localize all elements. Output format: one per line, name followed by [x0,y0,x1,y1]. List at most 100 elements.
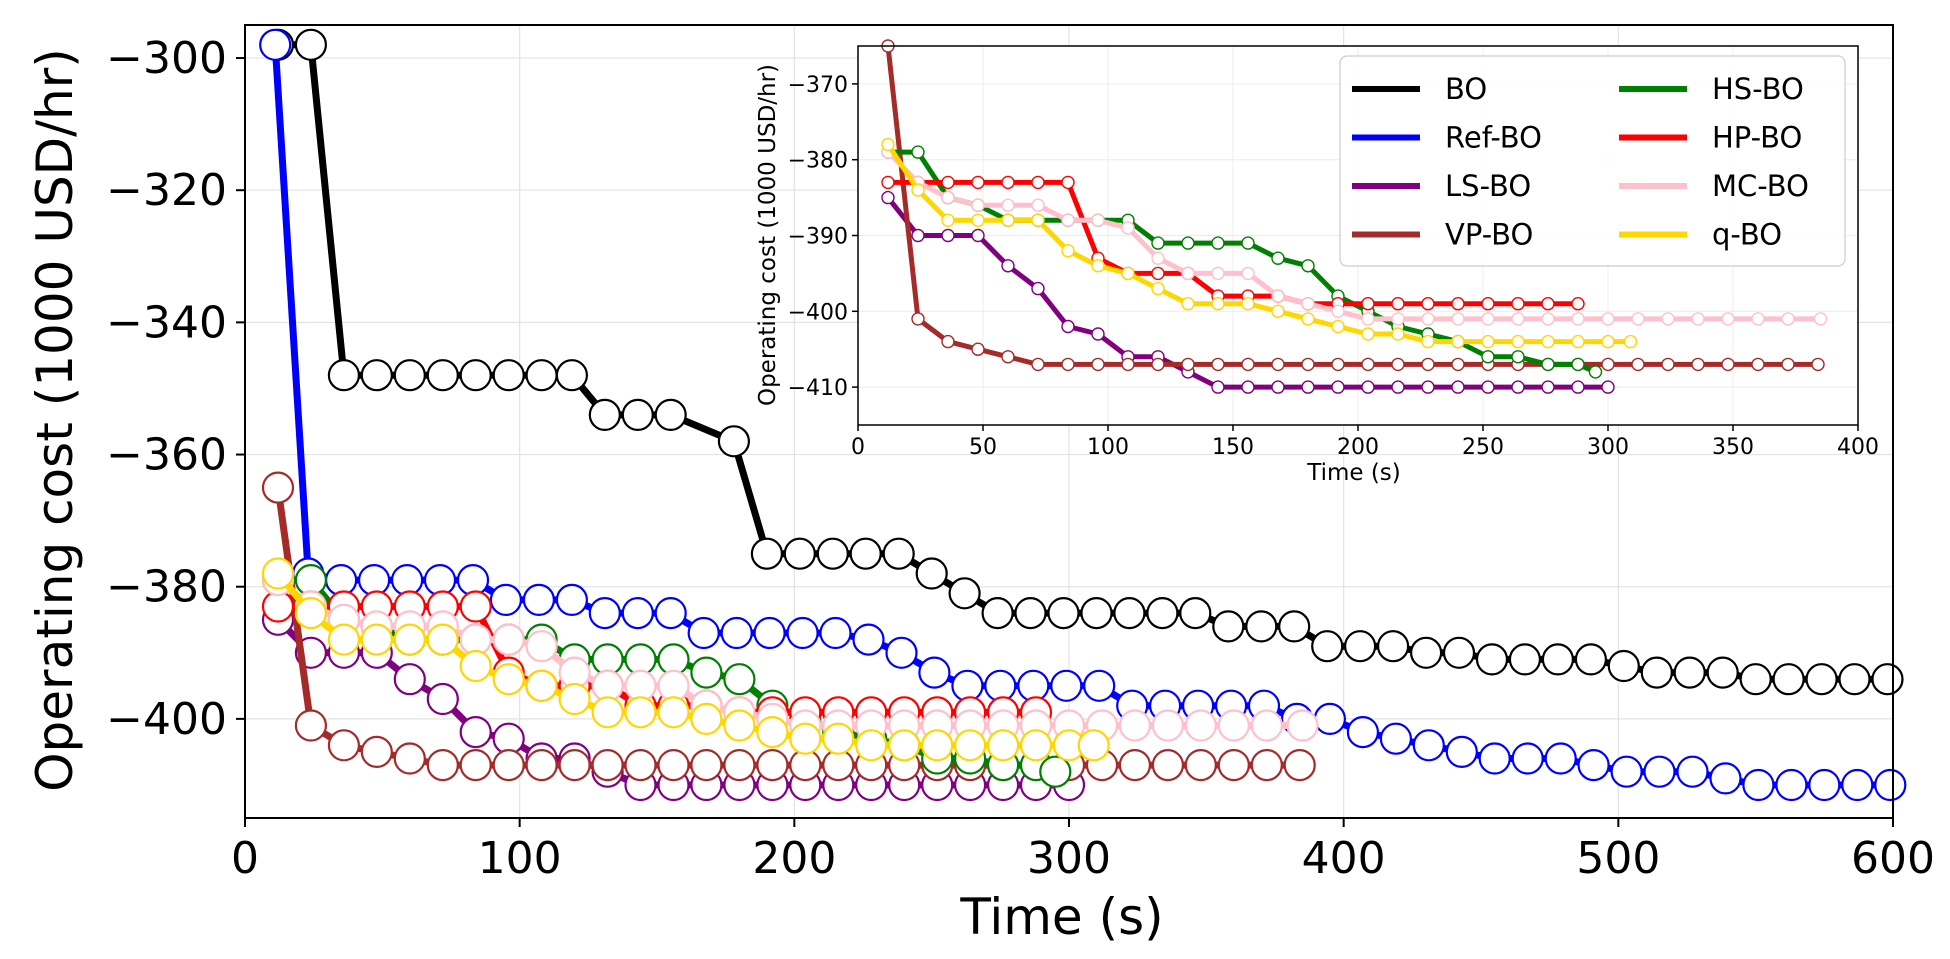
inset-data-point [1331,380,1345,394]
main-data-point [1346,715,1380,749]
main-data-point [1283,748,1316,782]
inset-data-point [1331,304,1345,318]
main-data-point [555,359,589,392]
main-data-point [1442,636,1476,669]
inset-data-point [1361,327,1375,341]
main-data-point [1184,709,1217,742]
main-data-point [1709,762,1742,795]
inset-data-point [1211,380,1225,394]
main-data-point [456,563,490,597]
main-data-point [953,729,987,762]
main-data-point [1742,768,1775,802]
inset-data-point [1481,334,1495,349]
inset-data-point [911,145,925,159]
main-data-point [1039,755,1072,788]
main-data-point [1379,722,1413,755]
inset-x-tick-label: 400 [1837,435,1879,460]
main-data-point [1475,643,1509,676]
main-data-point [1841,768,1874,802]
main-data-point [459,748,492,782]
main-data-point [1607,649,1640,683]
main-chart: 0 100 200 300 400 500 600−400−380−360−340−320−… [26,24,1935,946]
main-data-point [1113,596,1146,630]
inset-data-point [1001,213,1015,228]
legend-entry-hs-bo: HS-BO [1619,72,1804,106]
main-data-point [1050,669,1083,702]
main-data-point [1544,742,1577,775]
main-data-point [426,748,459,782]
inset-data-point [1121,266,1135,281]
main-x-tick-label: 200 [752,833,836,884]
main-data-point [885,636,918,669]
inset-data-point [1031,357,1045,372]
inset-data-point [971,198,985,212]
main-data-point [525,748,558,782]
inset-data-point [1211,266,1225,281]
main-data-point [657,748,690,782]
inset-data-point [1361,312,1375,326]
main-x-tick-label: 600 [1851,833,1935,884]
legend-label: Ref-BO [1445,121,1542,155]
main-data-point [1250,709,1283,742]
main-data-point [789,722,822,755]
main-data-point [259,28,292,61]
main-data-point [720,616,753,650]
inset-data-point [1031,213,1045,228]
main-data-point [459,359,492,392]
main-data-point [360,735,393,769]
main-data-point [1047,596,1080,630]
main-data-point [261,557,295,590]
main-data-point [1151,748,1185,782]
inset-data-point [1241,266,1255,281]
main-axes: 0 100 200 300 400 500 600−400−380−360−340−320−… [106,24,1935,884]
main-data-point [393,359,426,392]
main-data-point [1838,663,1871,696]
inset-series [881,39,1828,394]
main-data-point [1014,596,1047,630]
main-data-point [1151,709,1185,742]
main-x-tick-label: 100 [478,833,562,884]
inset-data-point [911,228,925,243]
inset-data-point [1541,380,1555,394]
inset-data-point [971,228,985,243]
inset-data-point [971,213,985,228]
inset-data-point [1121,357,1135,372]
inset-data-point [941,228,955,243]
legend-label: q-BO [1712,218,1782,252]
main-x-tick-label: 300 [1027,833,1111,884]
inset-x-axis-label: Time (s) [1306,460,1401,486]
main-data-point [325,563,358,597]
main-series-bo [261,28,1904,696]
inset-data-point [1391,327,1405,341]
inset-data-point [1271,289,1285,303]
main-data-point [393,623,426,656]
main-data-point [327,359,360,392]
main-data-point [525,630,558,663]
main-data-point [1217,748,1250,782]
inset-data-point [881,175,895,190]
main-data-point [1508,643,1542,676]
inset-data-point [1301,380,1315,394]
main-series [259,28,1907,802]
main-data-point [1343,630,1377,663]
inset-data-point [1031,198,1045,212]
inset-x-tick-label: 150 [1212,435,1254,460]
legend-label: VP-BO [1445,218,1533,252]
legend-label: BO [1445,72,1487,106]
inset-data-point [1751,312,1765,326]
main-data-point [981,596,1014,630]
main-data-point [1083,669,1116,702]
main-data-point [717,425,751,458]
legend-entry-q-bo: q-BO [1619,218,1782,252]
inset-data-point [1031,175,1045,190]
main-data-point [690,748,723,782]
main-data-point [1118,748,1152,782]
main-data-point [1311,630,1344,663]
main-data-point [1146,596,1179,630]
inset-data-point [1631,357,1645,372]
inset-x-tick-label: 100 [1087,435,1129,460]
main-data-point [588,596,621,630]
inset-data-point [971,175,985,190]
main-data-point [624,696,657,729]
inset-data-point [1511,312,1525,326]
